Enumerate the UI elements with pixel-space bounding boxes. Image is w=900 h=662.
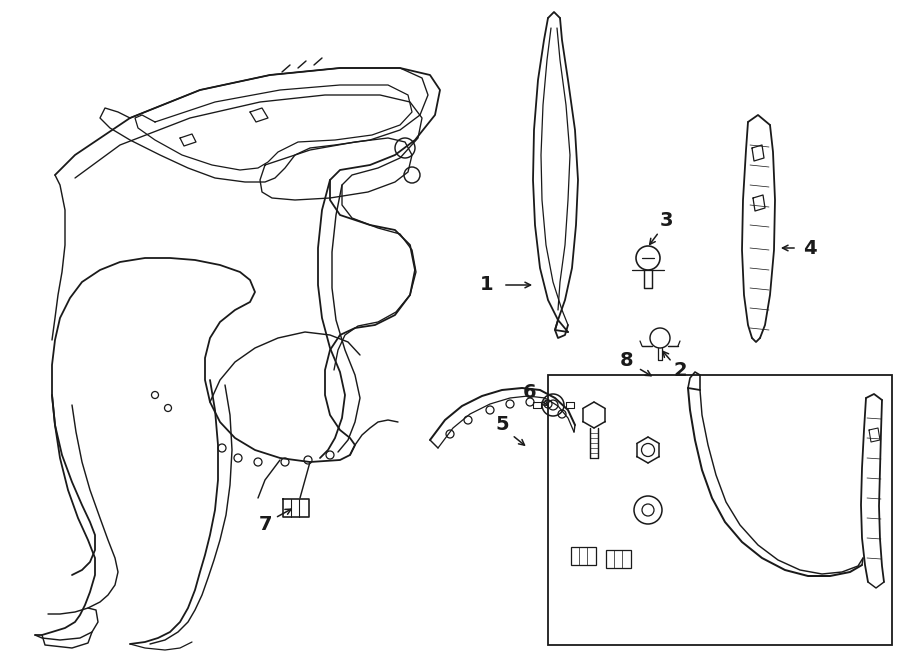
Text: 3: 3 bbox=[659, 211, 673, 230]
Text: 7: 7 bbox=[258, 516, 272, 534]
Text: 5: 5 bbox=[495, 416, 508, 434]
Text: 4: 4 bbox=[803, 238, 817, 258]
Text: 8: 8 bbox=[620, 350, 634, 369]
Bar bbox=[548, 375, 892, 645]
Text: 2: 2 bbox=[673, 361, 687, 379]
Text: 1: 1 bbox=[481, 275, 494, 295]
Bar bbox=[606, 550, 631, 568]
Text: 6: 6 bbox=[523, 383, 536, 402]
Bar bbox=[571, 547, 596, 565]
